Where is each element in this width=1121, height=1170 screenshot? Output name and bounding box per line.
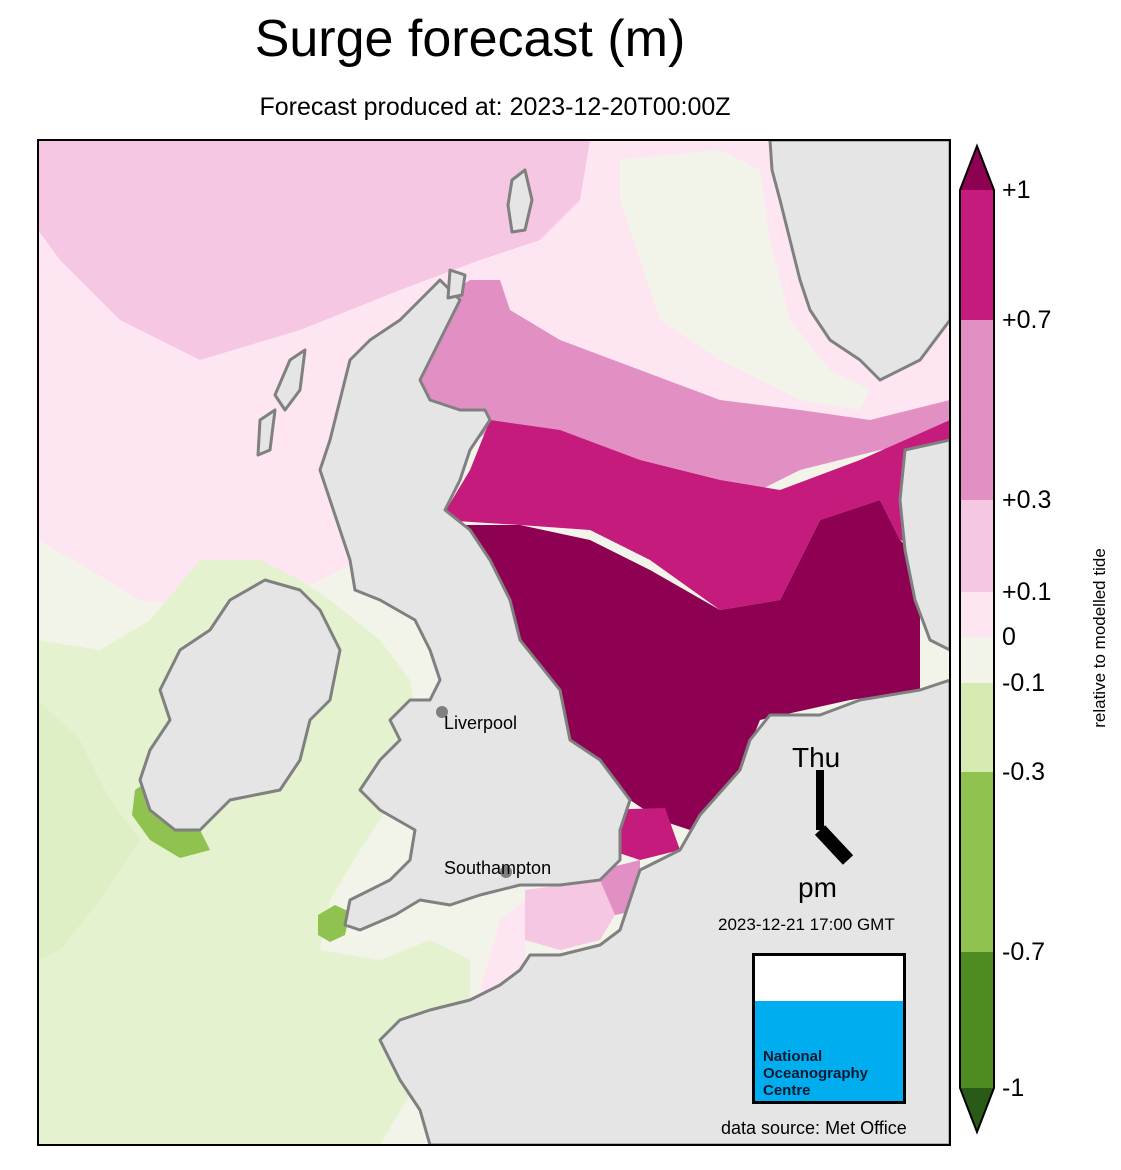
colorbar <box>959 143 995 1135</box>
colorbar-band-minus-1-to-minus-0.7 <box>960 952 994 1088</box>
land-hebrides <box>273 348 307 412</box>
noc-logo-white-band <box>755 956 903 1001</box>
colorbar-tick-label: -0.7 <box>1002 938 1046 966</box>
land-great-britain <box>318 278 632 932</box>
clock-hand-icon <box>814 770 854 865</box>
valid-time: 2023-12-21 17:00 GMT <box>718 915 895 934</box>
land-orkney <box>446 268 467 300</box>
land-norway <box>768 140 950 382</box>
colorbar-tick-label: +1 <box>1002 176 1031 204</box>
noc-logo-line1: National <box>763 1048 823 1065</box>
noc-logo-line3: Centre <box>763 1082 811 1099</box>
colorbar-band-0.7-to-1 <box>960 190 994 320</box>
colorbar-over-arrow <box>960 146 994 190</box>
surge-zone-0.1-to-0.3-channel <box>525 880 615 950</box>
land-denmark <box>898 438 950 652</box>
forecast-produced-at: Forecast produced at: 2023-12-20T00:00Z <box>259 93 731 121</box>
surge-zone-minus-0.3-to-minus-0.1-west <box>38 700 140 960</box>
colorbar-band-0.3-to-0.7 <box>960 320 994 500</box>
colorbar-tick-label: -0.3 <box>1002 758 1046 786</box>
colorbar-band-minus-0.7-to-minus-0.3 <box>960 772 994 952</box>
colorbar-tick-label: +0.3 <box>1002 486 1052 514</box>
map-frame <box>37 139 951 1146</box>
noc-logo-line2: Oceanography <box>763 1065 869 1082</box>
clock-period: pm <box>798 872 837 903</box>
surge-zone-0.7-to-1 <box>440 420 950 610</box>
land-hebrides-south <box>256 408 277 457</box>
city-label-liverpool: Liverpool <box>444 713 518 733</box>
colorbar-tick-label: +0.1 <box>1002 578 1052 606</box>
colorbar-band-minus-0.1-to-0 <box>960 637 994 683</box>
city-label-southampton: Southampton <box>444 858 552 878</box>
noc-logo: National Oceanography Centre <box>752 953 906 1104</box>
colorbar-tick-label: -0.1 <box>1002 669 1046 697</box>
chart-title: Surge forecast (m) <box>254 10 686 68</box>
colorbar-band-0-to-0.1 <box>960 592 994 637</box>
colorbar-tick-label: 0 <box>1002 623 1016 651</box>
colorbar-band-minus-0.3-to-minus-0.1 <box>960 683 994 772</box>
land-ireland <box>138 578 342 832</box>
colorbar-tick-label: -1 <box>1002 1074 1025 1102</box>
data-source: data source: Met Office <box>721 1118 907 1138</box>
colorbar-under-arrow <box>960 1088 994 1132</box>
surge-zone-minus-0.3-to-minus-0.1 <box>38 560 470 1145</box>
clock-day: Thu <box>792 742 841 773</box>
surge-zone-minus-0.7-to-minus-0.3-cornwall <box>318 905 350 942</box>
colorbar-outline <box>959 143 995 1135</box>
noc-logo-text: National Oceanography Centre <box>763 1048 868 1099</box>
colorbar-axis-label: relative to modelled tide <box>1090 548 1109 728</box>
colorbar-band-0.1-to-0.3 <box>960 500 994 592</box>
colorbar-tick-label: +0.7 <box>1002 306 1052 334</box>
surge-zone-minus-0.1-to-0-norway <box>620 150 870 410</box>
land-shetland <box>506 168 534 234</box>
surge-zone-0.3-to-0.7 <box>400 280 950 520</box>
city-marker-liverpool <box>436 706 448 718</box>
city-marker-southampton <box>500 866 512 878</box>
surge-zone-0.1-to-0.3 <box>38 140 590 360</box>
map-area <box>38 140 950 1145</box>
surge-zone-over-1 <box>440 500 920 830</box>
